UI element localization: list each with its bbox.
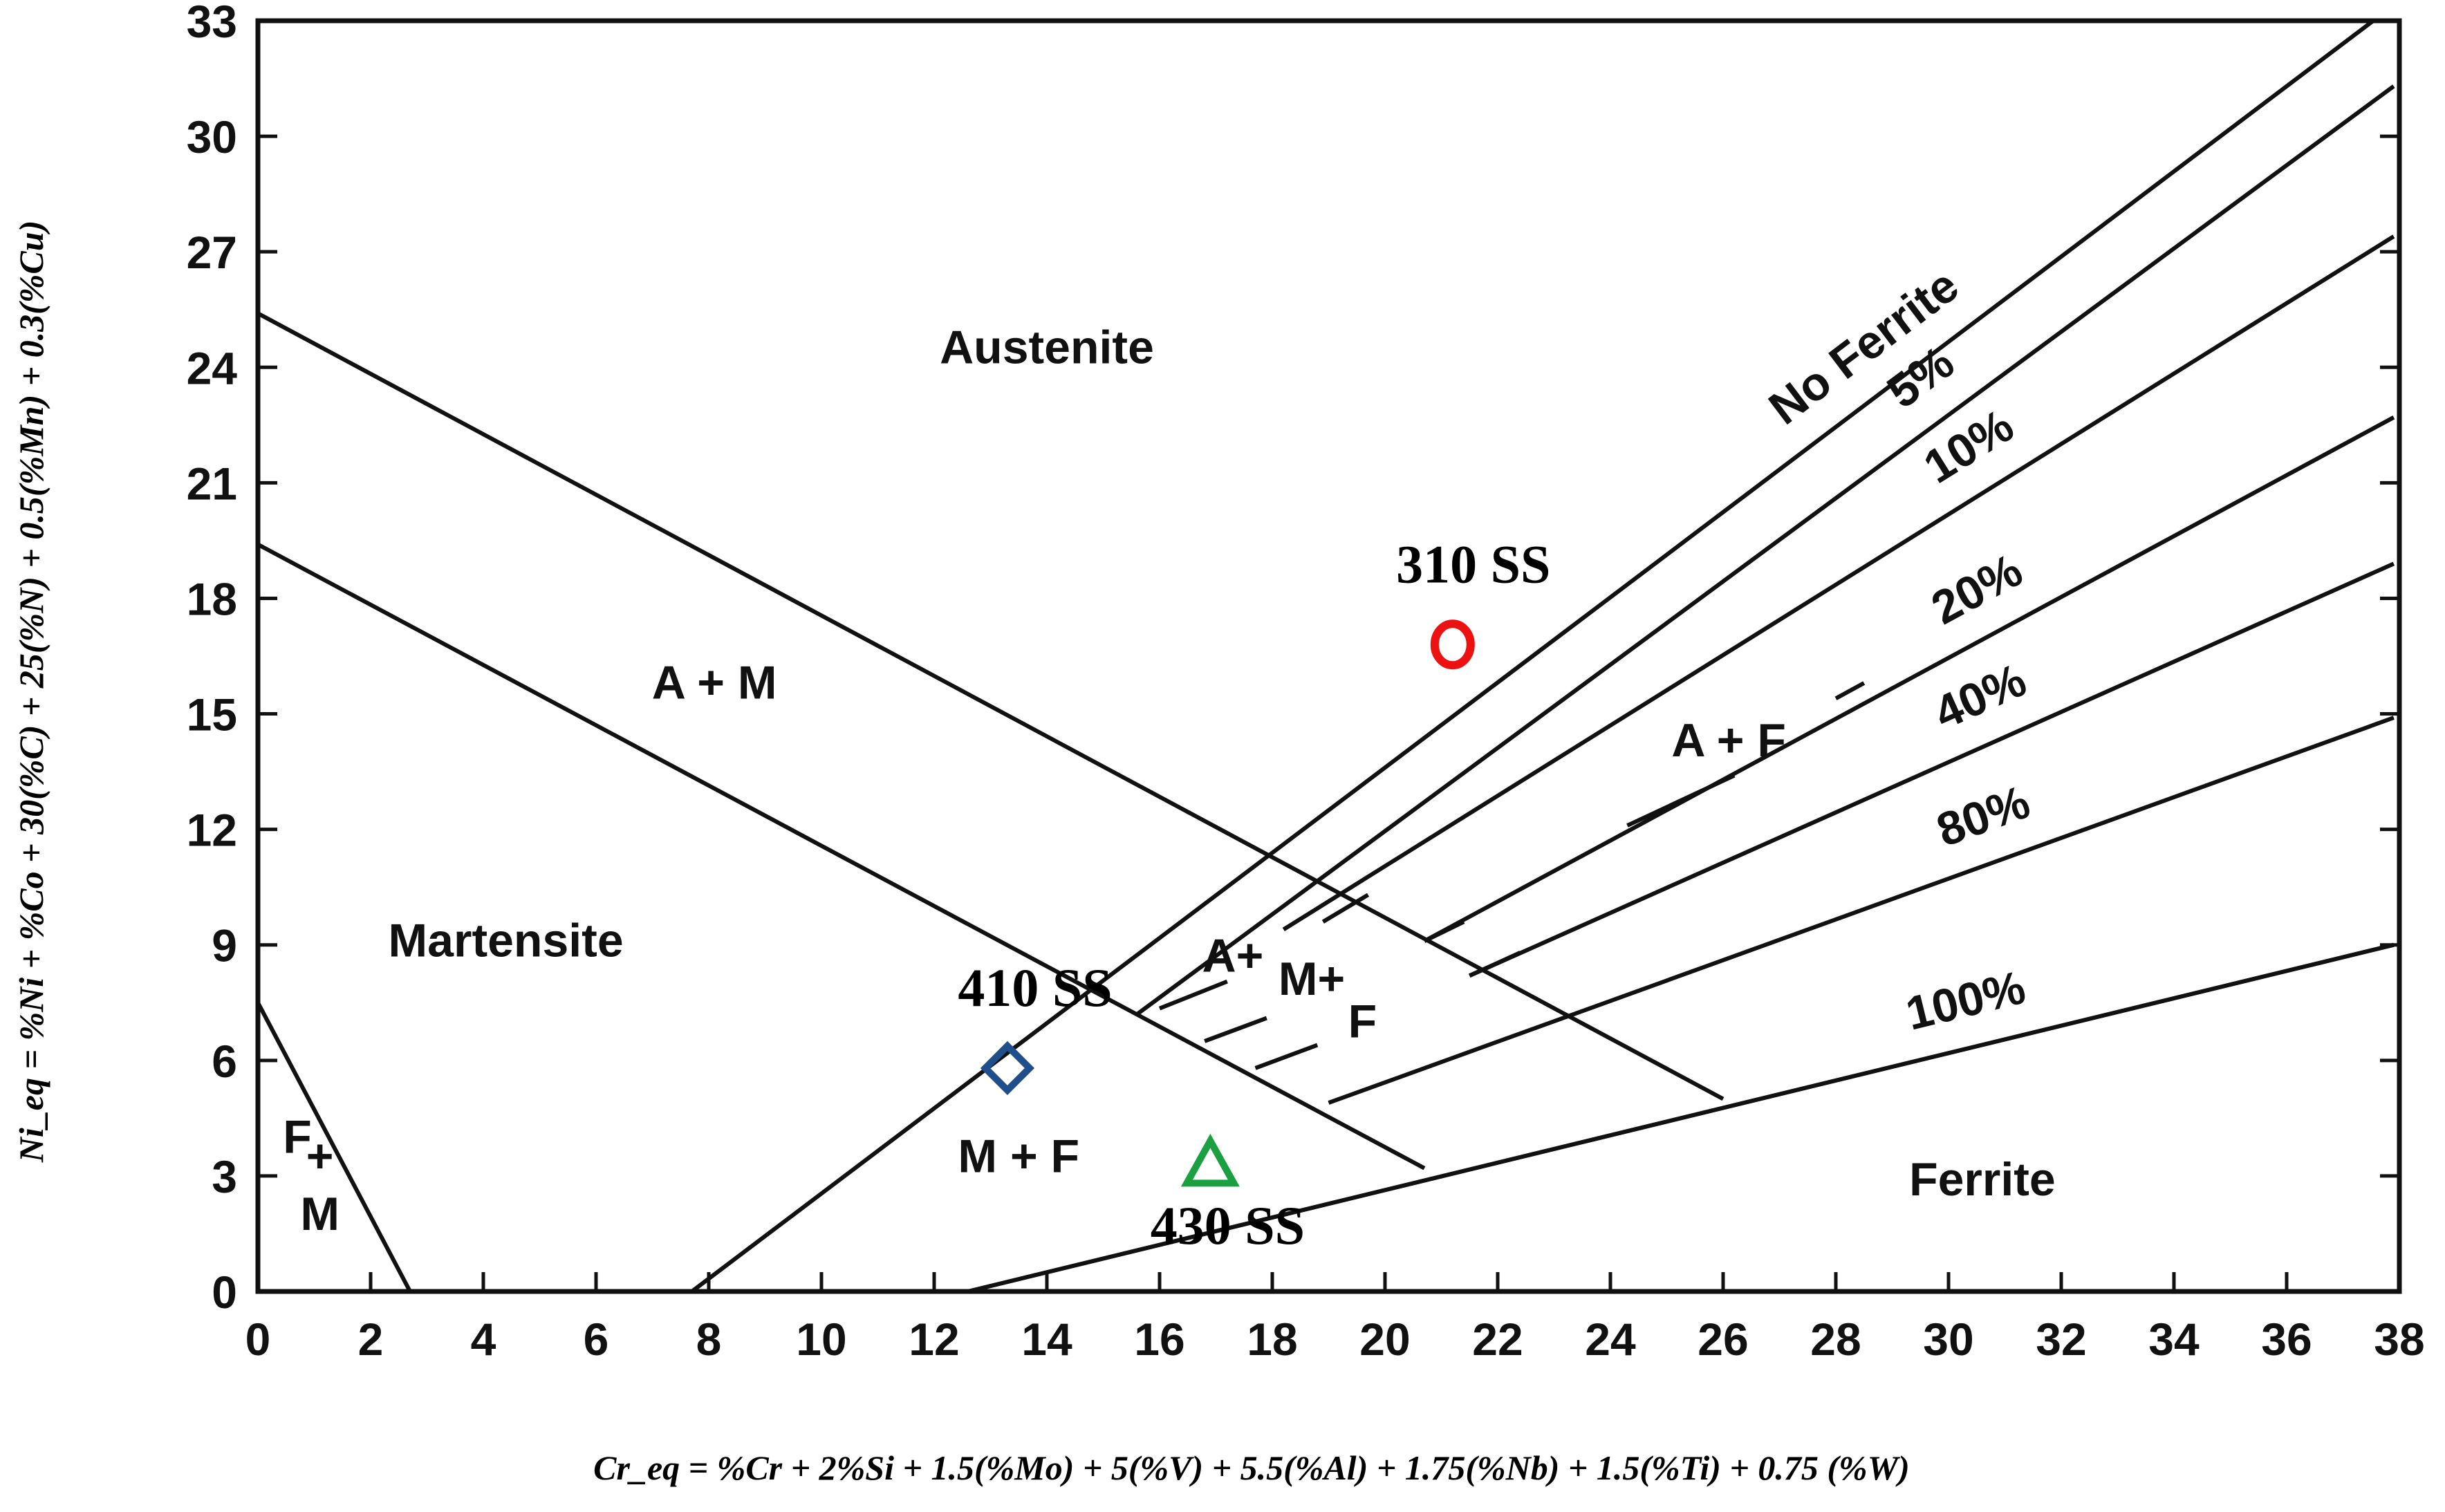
x-axis-ticks: 0 2 4 6 8 10 12 14 16 18 20 22 24 26 28 30 32 34 36 38 bbox=[245, 1272, 2425, 1365]
point-410-ss-marker bbox=[980, 1040, 1035, 1096]
region-label-7: F bbox=[1348, 995, 1377, 1047]
y-tick-label: 24 bbox=[187, 342, 238, 393]
y-axis-title: Ni_eq = %Ni + %Co + 30(%C) + 25(%N) + 0.… bbox=[12, 221, 50, 1163]
x-tick-label: 2 bbox=[358, 1314, 384, 1365]
x-tick-label: 24 bbox=[1585, 1314, 1636, 1365]
y-tick-label: 18 bbox=[187, 573, 237, 624]
region-label-12: M bbox=[300, 1188, 340, 1240]
x-axis-title: Cr_eq = %Cr + 2%Si + 1.5(%Mo) + 5(%V) + … bbox=[593, 1448, 1910, 1487]
point-label-3: 430 SS bbox=[1151, 1195, 1305, 1256]
x-tick-label: 30 bbox=[1923, 1314, 1973, 1365]
x-tick-label: 34 bbox=[2148, 1314, 2200, 1365]
x-tick-label: 26 bbox=[1698, 1314, 1748, 1365]
hatch-segment-7 bbox=[1626, 773, 1736, 828]
region-label-6: M+ bbox=[1279, 953, 1345, 1005]
x-tick-label: 32 bbox=[2036, 1314, 2086, 1365]
hatch-segment-6 bbox=[1469, 951, 1521, 978]
y-tick-label: 3 bbox=[212, 1151, 237, 1202]
hatch-segment-3 bbox=[1254, 1043, 1319, 1070]
y-tick-label: 21 bbox=[187, 458, 237, 509]
point-label-2: 410 SS bbox=[958, 958, 1112, 1018]
x-tick-label: 12 bbox=[909, 1314, 959, 1365]
y-tick-label: 6 bbox=[212, 1036, 237, 1087]
x-tick-label: 36 bbox=[2261, 1314, 2312, 1365]
data-points: 310 SS 410 SS 430 SS bbox=[958, 534, 1550, 1256]
x-tick-label: 6 bbox=[584, 1314, 609, 1365]
x-tick-label: 22 bbox=[1472, 1314, 1523, 1365]
y-tick-label: 0 bbox=[212, 1267, 237, 1318]
x-tick-label: 28 bbox=[1810, 1314, 1861, 1365]
ferrite-iso-lines bbox=[690, 19, 2395, 1294]
x-tick-label: 20 bbox=[1359, 1314, 1410, 1365]
boundary-line-3 bbox=[256, 1001, 412, 1293]
x-tick-label: 14 bbox=[1021, 1314, 1072, 1365]
region-label-11: + bbox=[306, 1130, 334, 1182]
ferrite-line-3 bbox=[1282, 234, 2395, 931]
ferrite-line-6 bbox=[1328, 716, 2395, 1105]
region-label-10: F bbox=[283, 1110, 312, 1163]
ferrite-line-label-6: 80% bbox=[1930, 776, 2036, 857]
y-tick-label: 12 bbox=[187, 805, 237, 856]
region-label-8: M + F bbox=[958, 1130, 1079, 1182]
ferrite-line-2 bbox=[1135, 84, 2395, 1016]
plot-frame bbox=[255, 18, 2402, 1294]
point-label-1: 310 SS bbox=[1396, 534, 1550, 594]
x-tick-label: 4 bbox=[471, 1314, 496, 1365]
ferrite-line-7 bbox=[967, 942, 2395, 1294]
x-tick-label: 0 bbox=[245, 1314, 271, 1365]
region-label-5: A+ bbox=[1202, 930, 1264, 982]
x-tick-label: 16 bbox=[1134, 1314, 1184, 1365]
y-tick-label: 9 bbox=[212, 920, 237, 971]
region-label-2: A + M bbox=[652, 656, 777, 709]
x-tick-label: 18 bbox=[1247, 1314, 1297, 1365]
boundary-line-2 bbox=[257, 542, 1426, 1170]
y-tick-label: 33 bbox=[187, 0, 237, 47]
hatch-segment-8 bbox=[1834, 681, 1866, 700]
boundary-line-1 bbox=[257, 311, 1724, 1101]
ferrite-line-label-7: 100% bbox=[1901, 961, 2030, 1040]
ferrite-line-4 bbox=[1423, 416, 2395, 943]
point-430-ss-marker bbox=[1180, 1133, 1240, 1187]
ferrite-line-5 bbox=[1469, 561, 2395, 978]
x-tick-label: 8 bbox=[696, 1314, 722, 1365]
region-label-4: A + F bbox=[1671, 714, 1786, 767]
hatch-segment-5 bbox=[1423, 920, 1465, 943]
region-label-3: Martensite bbox=[389, 914, 624, 967]
hatch-lines bbox=[1158, 681, 1866, 1070]
y-tick-label: 30 bbox=[187, 111, 237, 162]
ferrite-line-1 bbox=[690, 19, 2375, 1294]
point-310-ss-marker bbox=[1430, 619, 1475, 670]
y-axis-ticks: 0 3 6 9 12 15 18 21 24 27 30 33 bbox=[187, 0, 2399, 1318]
ferrite-line-label-5: 40% bbox=[1926, 653, 2034, 740]
hatch-segment-4 bbox=[1321, 893, 1370, 924]
y-tick-label: 15 bbox=[187, 689, 237, 740]
x-tick-label: 10 bbox=[796, 1314, 846, 1365]
x-tick-label: 38 bbox=[2374, 1314, 2424, 1365]
y-tick-label: 27 bbox=[187, 227, 237, 278]
hatch-segment-2 bbox=[1204, 1016, 1267, 1043]
boundary-lines bbox=[256, 311, 2395, 1294]
region-label-9: Ferrite bbox=[1909, 1153, 2056, 1206]
hatch-segment-1 bbox=[1158, 979, 1228, 1011]
region-label-1: Austenite bbox=[940, 321, 1154, 374]
